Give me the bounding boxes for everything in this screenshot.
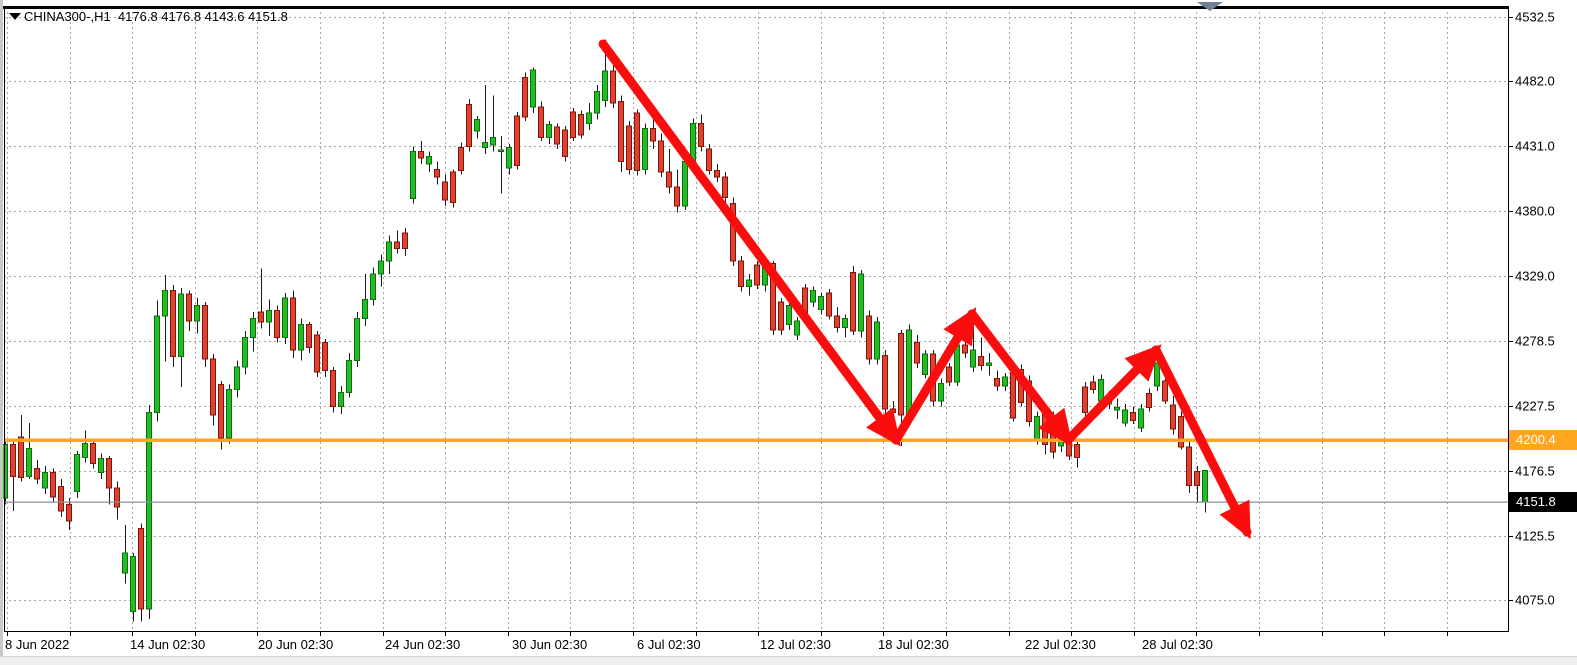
time-axis-label: 24 Jun 02:30 [385,637,461,652]
price-axis-label: 4278.5 [1515,333,1555,349]
price-axis-label: 4075.0 [1515,592,1555,608]
price-axis-label: 4482.0 [1515,73,1555,89]
time-axis-label: 6 Jul 02:30 [637,637,701,652]
time-axis-label: 22 Jul 02:30 [1025,637,1096,652]
time-axis-label: 20 Jun 02:30 [258,637,334,652]
window-bottom-edge [0,656,1577,665]
gridlines [4,7,1508,631]
hline-price-badge: 4200.4 [1509,430,1577,451]
bid-price-badge: 4151.8 [1509,492,1577,513]
price-axis-label: 4380.0 [1515,203,1555,219]
time-axis-label: 8 Jun 2022 [5,637,70,652]
price-axis-label: 4329.0 [1515,268,1555,284]
time-axis-label: 12 Jul 02:30 [760,637,831,652]
chart-dropdown-icon[interactable] [9,13,21,20]
chart-title-ohlc: CHINA300-,H1 4176.8 4176.8 4143.6 4151.8 [24,9,288,24]
price-axis-label: 4532.5 [1515,9,1555,25]
time-axis-label: 30 Jun 02:30 [512,637,588,652]
trend-arrow-annotation[interactable] [598,39,1252,540]
price-axis-label: 4227.5 [1515,398,1555,414]
time-axis-label: 14 Jun 02:30 [130,637,206,652]
chart-shift-marker-icon[interactable] [1197,2,1223,11]
price-axis-label: 4431.0 [1515,138,1555,154]
time-axis-label: 18 Jul 02:30 [878,637,949,652]
window-left-edge [0,0,3,656]
price-axis-label: 4176.5 [1515,463,1555,479]
time-axis-label: 28 Jul 02:30 [1142,637,1213,652]
price-axis-label: 4125.5 [1515,528,1555,544]
plot-border [3,6,1513,636]
candlesticks [2,39,1208,622]
